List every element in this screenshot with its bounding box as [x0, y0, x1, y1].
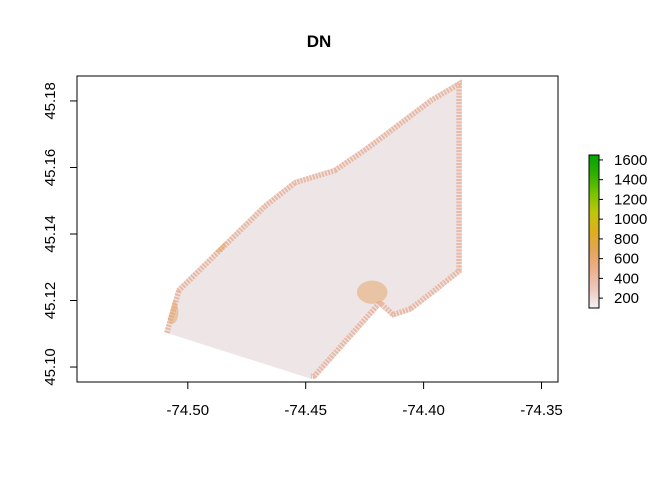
x-tick-label: -74.45	[284, 402, 327, 419]
legend-tick-label: 600	[614, 251, 639, 268]
x-tick-label: -74.50	[167, 402, 210, 419]
raster-patch	[322, 81, 344, 99]
y-tick-label: 45.14	[42, 215, 59, 253]
legend-tick-label: 800	[614, 231, 639, 248]
legend-ticks: 200 400 600 800 1000 1200 1400 1600	[599, 152, 647, 307]
raster-patch	[211, 235, 226, 253]
color-legend: 200 400 600 800 1000 1200 1400 1600	[588, 152, 647, 309]
legend-tick-label: 400	[614, 270, 639, 287]
legend-tick-label: 1600	[614, 152, 647, 169]
y-axis: 45.10 45.12 45.14 45.16 45.18	[42, 82, 78, 386]
legend-tick-label: 1000	[614, 211, 647, 228]
y-tick-label: 45.18	[42, 82, 59, 120]
legend-tick-label: 200	[614, 290, 639, 307]
legend-color-bar	[588, 154, 600, 309]
x-tick-label: -74.35	[520, 402, 563, 419]
x-axis: -74.50 -74.45 -74.40 -74.35	[167, 381, 563, 419]
raster-patch	[356, 280, 388, 304]
y-tick-label: 45.10	[42, 348, 59, 386]
legend-tick-label: 1200	[614, 191, 647, 208]
chart-title: DN	[307, 32, 332, 51]
raster-layer	[164, 79, 462, 379]
y-tick-label: 45.12	[42, 282, 59, 320]
x-tick-label: -74.40	[402, 402, 445, 419]
legend-tick-label: 1400	[614, 172, 647, 189]
raster-footprint	[164, 79, 462, 379]
y-tick-label: 45.16	[42, 149, 59, 187]
raster-patch	[166, 300, 179, 324]
